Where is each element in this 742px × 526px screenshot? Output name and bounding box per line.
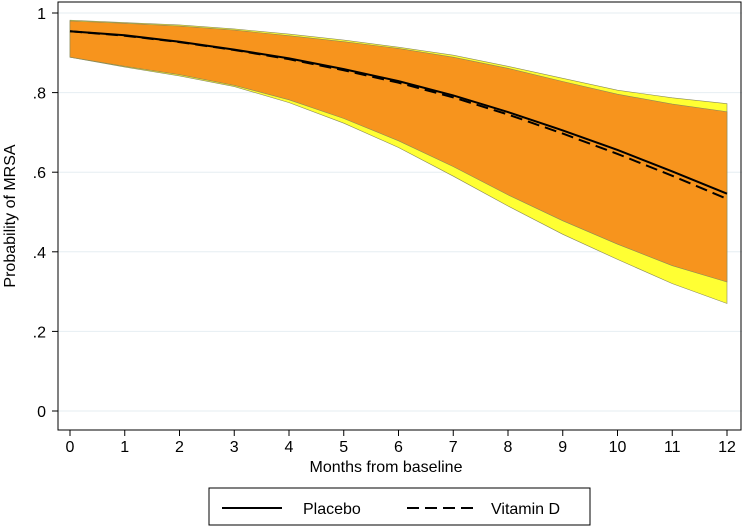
y-tick-label-0: 0 [37, 404, 46, 421]
x-tick-label-3: 3 [230, 439, 239, 456]
y-tick-label-1: .2 [33, 324, 46, 341]
legend: Placebo Vitamin D [208, 487, 591, 526]
x-tick-label-8: 8 [504, 439, 513, 456]
x-tick-label-1: 1 [120, 439, 129, 456]
y-tick-label-3: .6 [33, 165, 46, 182]
legend-label-placebo: Placebo [303, 501, 361, 518]
x-tick-label-12: 12 [718, 439, 736, 456]
ci-band-placebo [69, 20, 728, 283]
y-axis-title: Probability of MRSA [2, 144, 19, 287]
x-tick-label-9: 9 [558, 439, 567, 456]
series-lines [69, 30, 728, 200]
x-tick-label-2: 2 [175, 439, 184, 456]
y-tick-label-4: .8 [33, 86, 46, 103]
x-tick-label-6: 6 [394, 439, 403, 456]
x-tick-label-10: 10 [609, 439, 627, 456]
axes: 0.2.4.6.810 1 2 3 4 5 6 7 8 9 10 11 12 [33, 1, 742, 456]
x-tick-label-7: 7 [449, 439, 458, 456]
legend-box [208, 487, 591, 526]
y-tick-label-2: .4 [33, 245, 46, 262]
series-line-vitamin-d [69, 30, 728, 200]
x-tick-label-5: 5 [339, 439, 348, 456]
x-tick-label-4: 4 [285, 439, 294, 456]
y-tick-label-5: 1 [37, 6, 46, 23]
x-tick-label-11: 11 [664, 439, 681, 456]
confidence-bands [69, 19, 728, 304]
x-tick-label-0: 0 [66, 439, 75, 456]
legend-label-vitamin-d: Vitamin D [491, 501, 560, 518]
x-axis-title: Months from baseline [310, 459, 463, 476]
plot-frame [57, 1, 742, 431]
